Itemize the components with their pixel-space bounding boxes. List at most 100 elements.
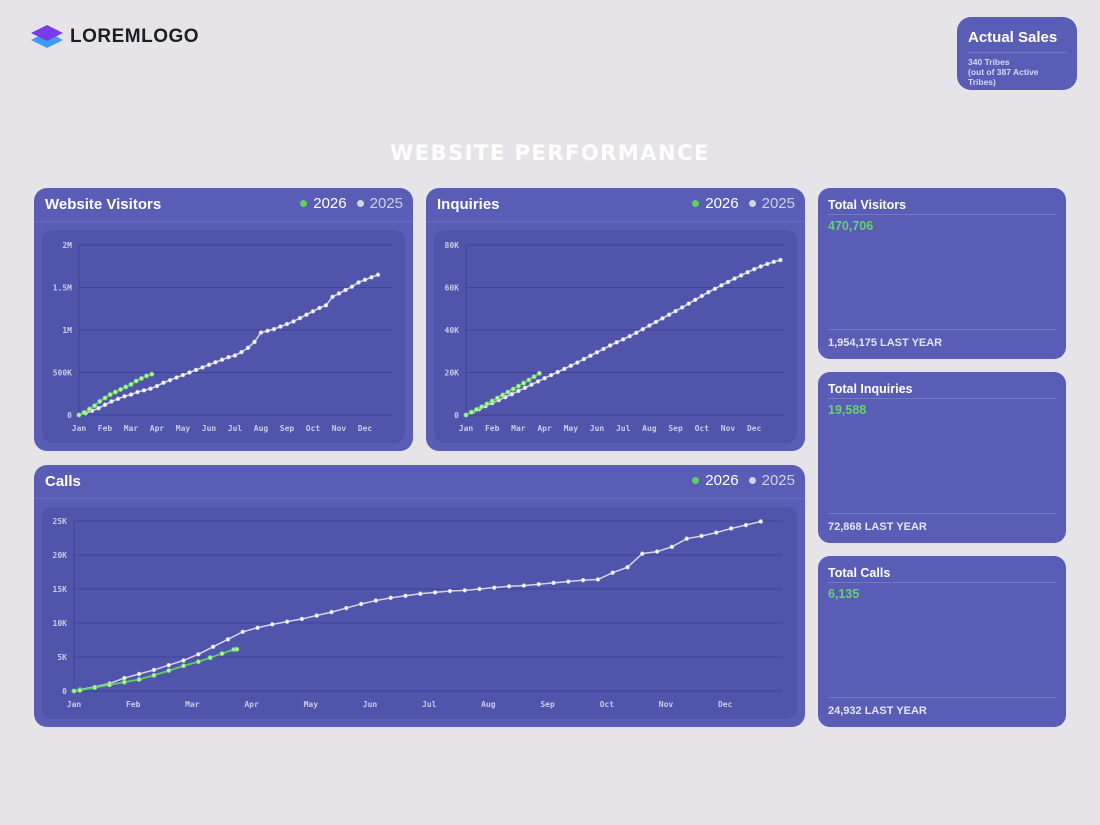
data-point-2025[interactable]: [180, 372, 186, 378]
data-point-2025[interactable]: [758, 264, 763, 269]
data-point-2025[interactable]: [477, 586, 482, 592]
data-point-2025[interactable]: [548, 372, 554, 378]
data-point-2025[interactable]: [270, 622, 275, 627]
data-point-2025[interactable]: [193, 367, 199, 373]
data-point-2025[interactable]: [330, 294, 335, 300]
data-point-2026[interactable]: [473, 406, 479, 412]
data-point-2025[interactable]: [362, 277, 368, 283]
data-point-2025[interactable]: [232, 353, 238, 358]
data-point-2025[interactable]: [580, 577, 586, 583]
data-point-2026[interactable]: [81, 409, 87, 415]
data-point-2025[interactable]: [245, 345, 251, 351]
data-point-2026[interactable]: [521, 380, 527, 386]
data-point-2026[interactable]: [71, 688, 77, 694]
data-point-2026[interactable]: [136, 676, 142, 682]
data-point-2025[interactable]: [304, 312, 309, 317]
data-point-2025[interactable]: [529, 382, 534, 387]
data-point-2026[interactable]: [494, 395, 500, 401]
data-point-2025[interactable]: [255, 625, 260, 630]
data-point-2025[interactable]: [109, 399, 114, 404]
data-point-2026[interactable]: [207, 655, 213, 661]
data-point-2025[interactable]: [271, 326, 277, 332]
data-point-2025[interactable]: [252, 339, 257, 345]
data-point-2025[interactable]: [625, 565, 630, 570]
data-point-2025[interactable]: [161, 380, 166, 385]
data-point-2026[interactable]: [489, 398, 495, 404]
data-point-2025[interactable]: [738, 273, 744, 278]
data-point-2026[interactable]: [484, 401, 490, 407]
data-point-2026[interactable]: [123, 384, 129, 390]
data-point-2026[interactable]: [86, 406, 92, 412]
data-point-2025[interactable]: [686, 301, 691, 306]
data-point-2026[interactable]: [133, 378, 139, 384]
data-point-2025[interactable]: [647, 323, 652, 328]
data-point-2025[interactable]: [634, 330, 639, 335]
data-point-2025[interactable]: [329, 609, 334, 615]
data-point-2025[interactable]: [666, 312, 672, 317]
data-point-2025[interactable]: [210, 644, 216, 649]
data-point-2026[interactable]: [515, 383, 521, 389]
data-point-2026[interactable]: [500, 392, 506, 398]
data-point-2025[interactable]: [555, 369, 560, 375]
data-point-2025[interactable]: [200, 365, 205, 370]
data-point-2025[interactable]: [344, 605, 349, 611]
data-point-2025[interactable]: [673, 308, 678, 314]
data-point-2025[interactable]: [654, 549, 660, 554]
data-point-2025[interactable]: [151, 667, 157, 673]
legend-item-2025[interactable]: 2025: [356, 195, 403, 212]
data-point-2025[interactable]: [566, 579, 571, 584]
data-point-2025[interactable]: [375, 272, 381, 277]
data-point-2025[interactable]: [706, 289, 711, 295]
data-point-2025[interactable]: [213, 360, 218, 365]
data-point-2025[interactable]: [699, 533, 704, 539]
data-point-2025[interactable]: [614, 340, 619, 345]
data-point-2025[interactable]: [265, 328, 270, 334]
data-point-2025[interactable]: [610, 570, 615, 575]
data-point-2025[interactable]: [778, 257, 783, 263]
data-point-2025[interactable]: [166, 662, 171, 668]
data-point-2026[interactable]: [121, 679, 127, 685]
data-point-2025[interactable]: [536, 582, 541, 587]
data-point-2025[interactable]: [712, 286, 718, 291]
data-point-2025[interactable]: [752, 267, 757, 272]
data-point-2025[interactable]: [551, 580, 556, 586]
data-point-2025[interactable]: [506, 584, 512, 589]
data-point-2025[interactable]: [509, 391, 515, 397]
data-point-2025[interactable]: [607, 343, 613, 348]
data-point-2025[interactable]: [102, 402, 108, 407]
legend-item-2026[interactable]: 2026: [692, 195, 739, 212]
data-point-2025[interactable]: [581, 356, 587, 362]
data-point-2025[interactable]: [122, 675, 127, 681]
data-point-2025[interactable]: [206, 362, 212, 368]
data-point-2025[interactable]: [141, 388, 147, 393]
data-point-2025[interactable]: [542, 376, 547, 381]
data-point-2026[interactable]: [112, 389, 118, 395]
data-point-2025[interactable]: [447, 588, 453, 594]
data-point-2025[interactable]: [771, 259, 777, 264]
data-point-2025[interactable]: [258, 330, 264, 335]
data-point-2025[interactable]: [492, 585, 497, 590]
data-point-2025[interactable]: [653, 319, 659, 325]
data-point-2025[interactable]: [343, 287, 348, 293]
data-point-2026[interactable]: [234, 646, 240, 652]
data-point-2025[interactable]: [187, 370, 192, 375]
data-point-2025[interactable]: [535, 379, 541, 384]
data-point-2025[interactable]: [297, 315, 303, 321]
data-point-2025[interactable]: [291, 319, 296, 324]
data-point-2025[interactable]: [115, 396, 121, 402]
data-point-2025[interactable]: [388, 595, 393, 601]
data-point-2025[interactable]: [601, 346, 606, 352]
data-point-2025[interactable]: [693, 297, 698, 303]
data-point-2026[interactable]: [531, 374, 537, 380]
data-point-2025[interactable]: [196, 652, 201, 657]
data-point-2025[interactable]: [516, 388, 521, 394]
data-point-2025[interactable]: [719, 283, 724, 288]
data-point-2026[interactable]: [526, 377, 532, 383]
data-point-2026[interactable]: [138, 375, 144, 381]
data-point-2026[interactable]: [536, 370, 542, 376]
data-point-2025[interactable]: [568, 363, 573, 368]
data-point-2025[interactable]: [418, 591, 423, 596]
data-point-2025[interactable]: [128, 392, 134, 397]
data-point-2025[interactable]: [154, 383, 160, 389]
data-point-2025[interactable]: [732, 276, 737, 281]
